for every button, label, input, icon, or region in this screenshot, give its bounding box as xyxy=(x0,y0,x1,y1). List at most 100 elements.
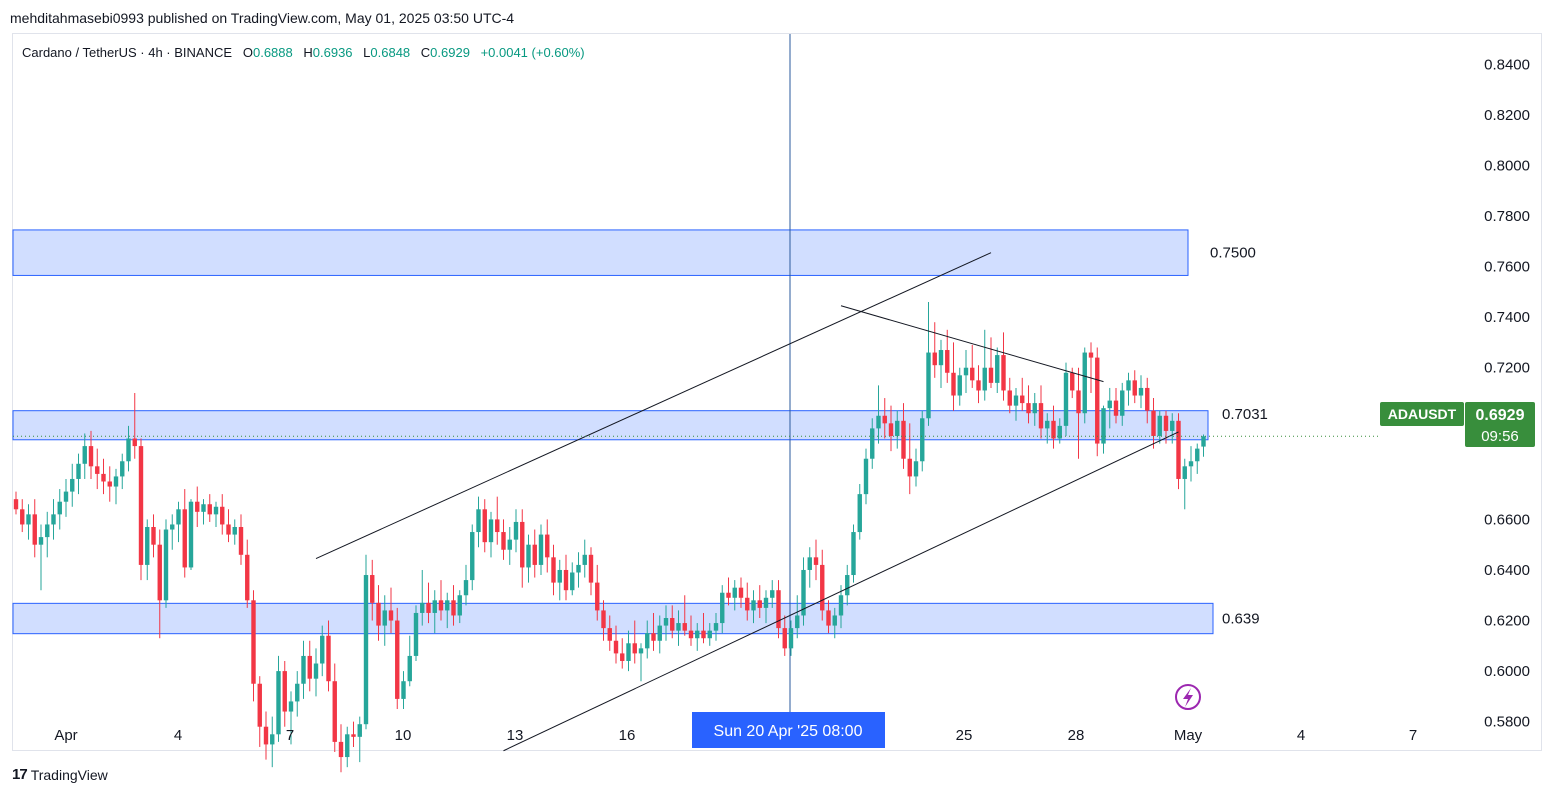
candle-body xyxy=(388,610,394,621)
candle-body xyxy=(607,628,612,641)
x-tick-label: May xyxy=(1174,727,1203,744)
candle-body xyxy=(570,572,575,591)
candle-body xyxy=(57,501,62,515)
candle-body xyxy=(663,618,669,626)
candle-body xyxy=(1088,352,1094,358)
candle-body xyxy=(357,724,362,737)
candle-body xyxy=(188,501,194,568)
candle-body xyxy=(538,534,544,565)
candle-body xyxy=(526,544,531,568)
candle-body xyxy=(482,509,487,543)
candle-body xyxy=(976,380,981,391)
zone-0 xyxy=(12,229,1189,276)
candle-body xyxy=(1151,410,1156,436)
candle-body xyxy=(363,575,369,725)
candle-body xyxy=(295,683,300,702)
candle-body xyxy=(263,726,269,745)
candle-body xyxy=(195,501,200,512)
candle-body xyxy=(695,630,700,639)
candle-body xyxy=(426,602,431,613)
candle-body xyxy=(1182,466,1187,479)
candle-body xyxy=(176,509,181,525)
candle-body xyxy=(170,524,175,530)
candle-body xyxy=(463,580,469,596)
candle-body xyxy=(1082,352,1087,414)
legend-close-label: C xyxy=(420,45,431,60)
candle-body xyxy=(51,514,56,525)
candle-body xyxy=(801,569,806,616)
candle-body xyxy=(1013,395,1019,406)
candle-body xyxy=(507,539,512,550)
candle-body xyxy=(88,446,94,467)
candle-body xyxy=(532,544,537,565)
y-tick-label: 0.8000 xyxy=(1484,157,1530,174)
candle-body xyxy=(1095,357,1100,444)
candle-body xyxy=(957,375,962,396)
candle-body xyxy=(20,509,25,525)
candle-body xyxy=(163,529,169,601)
candle-body xyxy=(632,643,637,654)
candle-body xyxy=(901,420,906,459)
candle-body xyxy=(407,655,412,682)
candle-body xyxy=(951,372,956,396)
candle-body xyxy=(638,648,644,654)
candle-body xyxy=(1063,372,1069,426)
legend-symbol: Cardano / TetherUS · 4h · BINANCE xyxy=(22,45,233,60)
chart-frame[interactable] xyxy=(12,33,1542,751)
candle-body xyxy=(788,628,794,649)
candle-body xyxy=(1138,387,1144,396)
candle-body xyxy=(863,458,869,495)
candle-body xyxy=(13,499,19,510)
candle-body xyxy=(1051,420,1056,439)
legend-low-label: L xyxy=(363,45,371,60)
y-tick-label: 0.7600 xyxy=(1484,259,1530,276)
candle-body xyxy=(763,597,769,608)
legend-close: 0.6929 xyxy=(430,45,470,60)
candle-body xyxy=(920,418,925,462)
candle-body xyxy=(870,428,875,459)
x-tick-label: 16 xyxy=(619,727,636,744)
candle-body xyxy=(907,458,912,477)
candle-body xyxy=(682,623,687,631)
y-tick-label: 0.6000 xyxy=(1484,663,1530,680)
candle-body xyxy=(613,640,619,654)
candle-body xyxy=(201,504,206,512)
candle-body xyxy=(438,600,444,611)
y-axis: 0.8400 0.8200 0.8000 0.7800 0.7600 0.7400 0.72… xyxy=(1484,56,1530,730)
candle-body xyxy=(1038,403,1044,429)
y-tick-label: 0.6200 xyxy=(1484,613,1530,630)
candle-body xyxy=(751,600,756,611)
y-tick-label: 0.6600 xyxy=(1484,511,1530,528)
candle-body xyxy=(588,554,594,583)
candle-body xyxy=(382,610,387,626)
x-tick-label: 13 xyxy=(507,727,524,744)
lightning-icon-ring xyxy=(1175,684,1201,710)
candle-body xyxy=(657,625,662,641)
candle-body xyxy=(970,367,975,381)
candle-body xyxy=(476,509,481,533)
candle-body xyxy=(307,655,312,679)
candle-body xyxy=(832,615,837,626)
candle-body xyxy=(595,582,600,611)
candle-body xyxy=(745,597,750,611)
candle-body xyxy=(76,463,81,479)
candle-body xyxy=(182,509,187,568)
zone-label-0: 0.7500 xyxy=(1210,245,1256,262)
candle-body xyxy=(620,653,625,661)
candle-body xyxy=(795,615,800,629)
candle-body xyxy=(370,575,375,603)
candle-body xyxy=(107,481,112,487)
candle-body xyxy=(501,532,506,550)
candle-body xyxy=(926,352,931,419)
candle-body xyxy=(420,602,425,613)
candle-body xyxy=(582,554,587,565)
candle-body xyxy=(32,514,37,545)
candle-body xyxy=(157,544,162,601)
x-tick-label: 7 xyxy=(1409,727,1417,744)
brand-footer[interactable]: 17 TradingView xyxy=(12,766,108,783)
candle-body xyxy=(757,600,762,608)
candle-body xyxy=(238,526,244,555)
candle-body xyxy=(1007,390,1012,406)
candle-body xyxy=(351,734,356,737)
